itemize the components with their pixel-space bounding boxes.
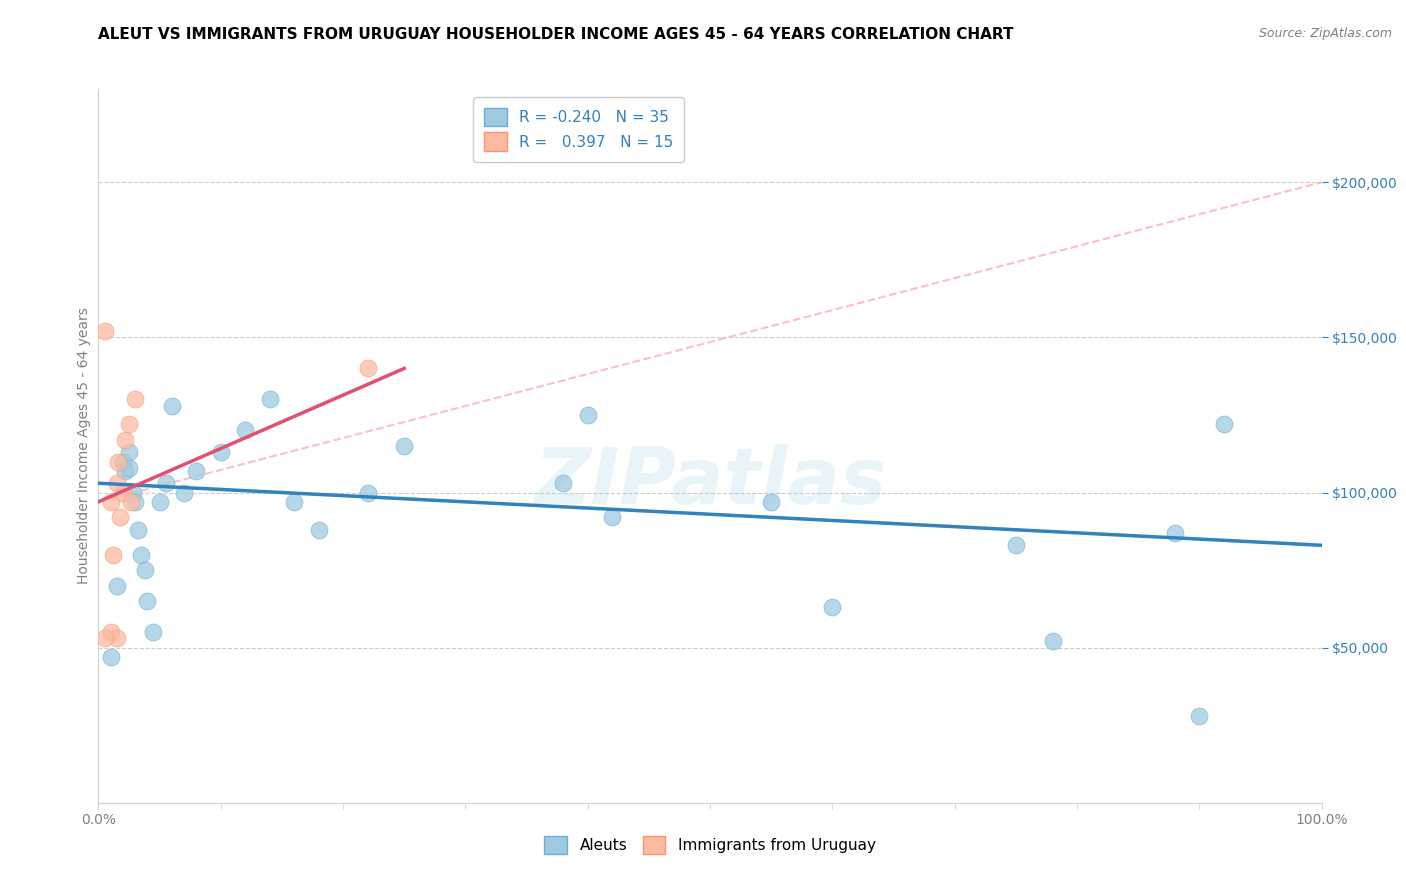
Point [111,485,134,500]
Point [100,495,122,509]
Text: Source: ZipAtlas.com: Source: ZipAtlas.com [1258,27,1392,40]
Point [105,476,128,491]
Point [821,600,844,615]
Point [1212,417,1234,432]
Point [110,510,132,524]
Point [118,445,141,459]
Text: ZIPatlas: ZIPatlas [534,443,886,520]
Point [576,408,599,422]
Point [1042,634,1064,648]
Point [761,495,783,509]
Point [124,392,146,407]
Point [121,485,143,500]
Point [600,510,623,524]
Point [553,476,575,491]
Point [118,460,141,475]
Point [259,392,281,407]
Point [134,563,156,577]
Point [111,454,134,468]
Point [107,454,129,468]
Point [155,476,177,491]
Point [114,433,136,447]
Point [101,548,124,562]
Point [356,361,378,376]
Point [118,417,141,432]
Point [127,523,149,537]
Point [100,625,122,640]
Point [105,579,128,593]
Point [124,495,146,509]
Point [93,324,115,338]
Point [120,495,142,509]
Point [209,445,232,459]
Point [136,594,159,608]
Point [1188,709,1211,723]
Legend: Aleuts, Immigrants from Uruguay: Aleuts, Immigrants from Uruguay [531,823,889,866]
Point [356,485,378,500]
Point [283,495,305,509]
Point [114,464,136,478]
Text: ALEUT VS IMMIGRANTS FROM URUGUAY HOUSEHOLDER INCOME AGES 45 - 64 YEARS CORRELATI: ALEUT VS IMMIGRANTS FROM URUGUAY HOUSEHO… [98,27,1014,42]
Point [93,632,115,646]
Point [100,650,122,665]
Point [392,439,416,453]
Point [105,632,128,646]
Point [129,548,152,562]
Point [186,464,208,478]
Point [160,399,183,413]
Y-axis label: Householder Income Ages 45 - 64 years: Householder Income Ages 45 - 64 years [77,308,91,584]
Point [173,485,195,500]
Point [149,495,172,509]
Point [1164,525,1187,540]
Point [308,523,330,537]
Point [233,424,256,438]
Point [1004,538,1026,552]
Point [142,625,165,640]
